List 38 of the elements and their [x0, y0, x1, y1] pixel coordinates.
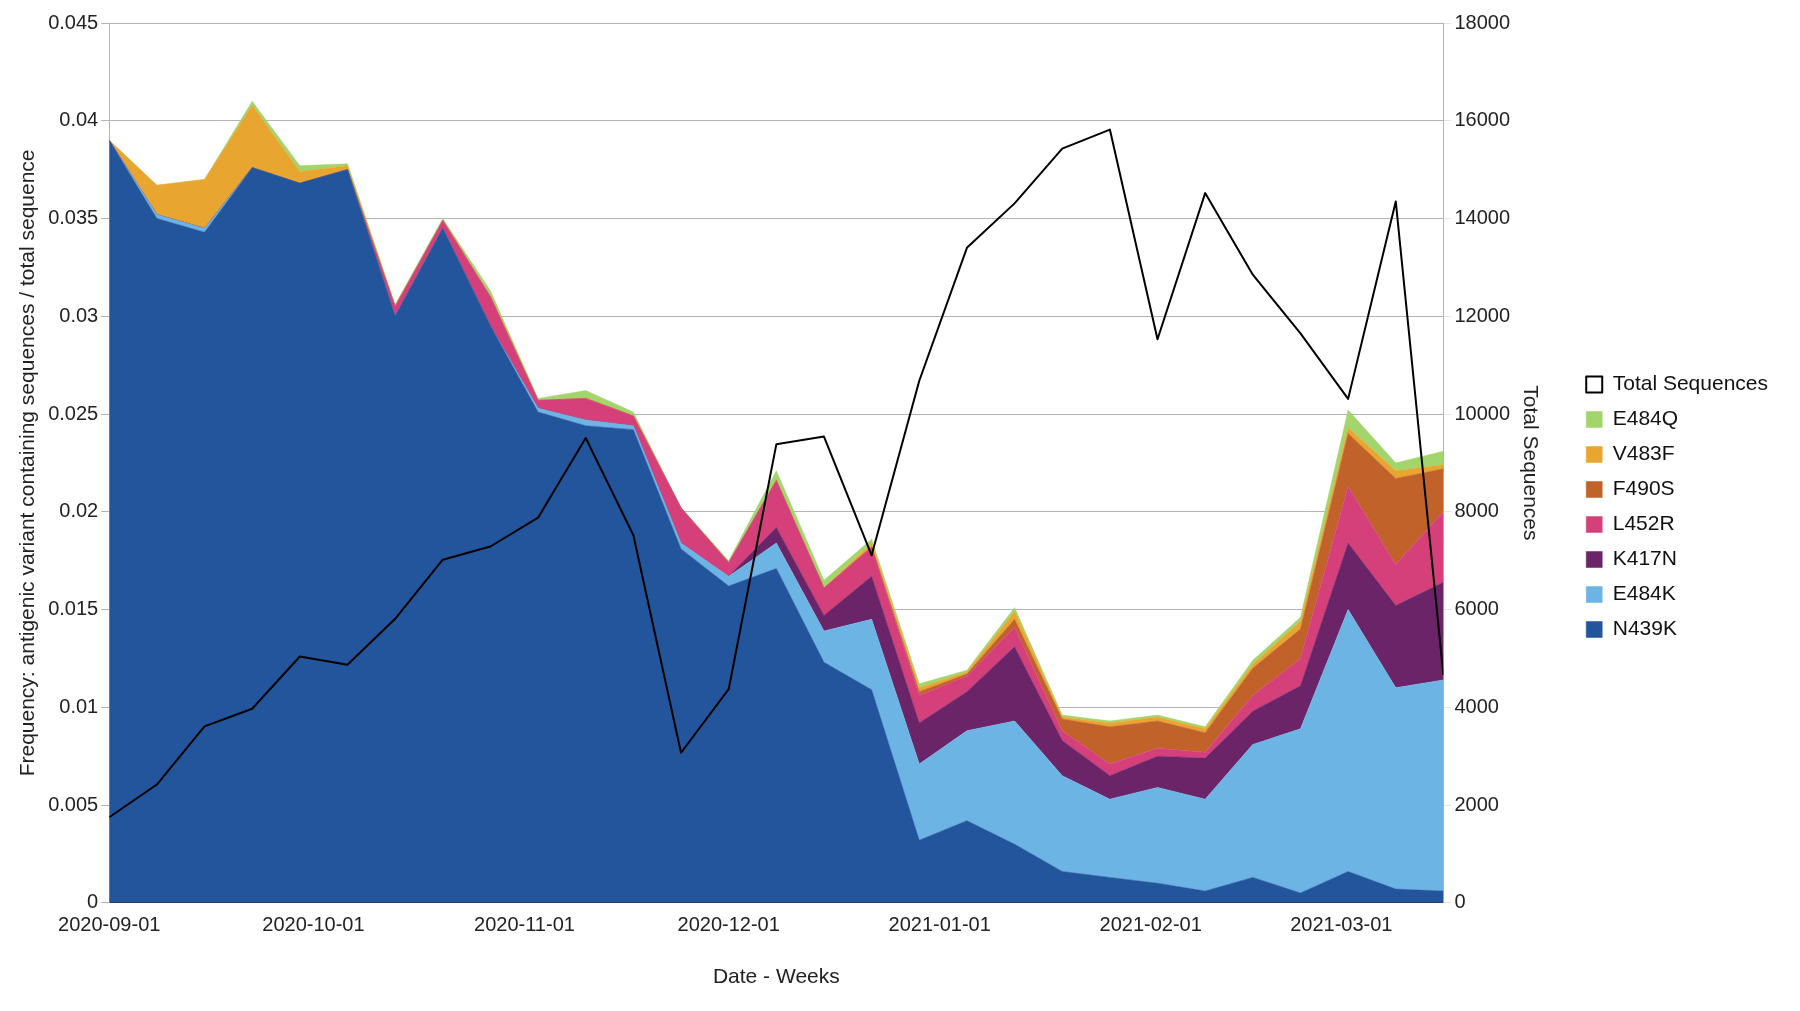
legend-label: V483F: [1612, 441, 1675, 465]
x-tick-label: 2020-09-01: [58, 913, 161, 936]
legend-label: N439K: [1612, 616, 1677, 640]
y-tick-label: 0.02: [59, 499, 99, 522]
y-tick-label: 0: [87, 890, 99, 913]
y-axis-title: Frequency: antigenic variant containing sequences / total sequence: [15, 149, 39, 777]
y-tick-label: 0.015: [48, 597, 99, 620]
legend-label: L452R: [1612, 511, 1675, 535]
y2-tick-label: 16000: [1454, 108, 1511, 131]
y2-tick-label: 10000: [1454, 401, 1511, 424]
x-tick-label: 2021-02-01: [1099, 913, 1202, 936]
legend-label: F490S: [1612, 476, 1675, 500]
legend-label: K417N: [1612, 546, 1677, 570]
y-tick-label: 0.04: [59, 108, 99, 131]
y2-tick-label: 14000: [1454, 206, 1511, 229]
y2-tick-label: 18000: [1454, 10, 1511, 33]
x-tick-label: 2020-10-01: [262, 913, 365, 936]
x-tick-label: 2020-12-01: [677, 913, 780, 936]
x-tick-label: 2021-01-01: [888, 913, 991, 936]
y-tick-label: 0.025: [48, 401, 99, 424]
y2-tick-label: 6000: [1454, 597, 1499, 620]
y-tick-label: 0.01: [59, 694, 99, 717]
y2-tick-label: 8000: [1454, 499, 1499, 522]
y2-tick-label: 4000: [1454, 694, 1499, 717]
legend-label: E484K: [1612, 581, 1676, 605]
legend-label: Total Sequences: [1612, 371, 1769, 395]
x-tick-label: 2021-03-01: [1290, 913, 1393, 936]
y2-tick-label: 12000: [1454, 303, 1511, 326]
y-tick-label: 0.045: [48, 10, 99, 33]
y-tick-label: 0.03: [59, 303, 99, 326]
y2-axis-title: Total Sequences: [1519, 385, 1543, 541]
y-tick-label: 0.005: [48, 792, 99, 815]
x-axis-title: Date - Weeks: [712, 964, 840, 988]
x-tick-label: 2020-11-01: [474, 913, 575, 936]
y2-tick-label: 0: [1454, 890, 1466, 913]
y2-tick-label: 2000: [1454, 792, 1499, 815]
legend-label: E484Q: [1612, 406, 1679, 430]
y-tick-label: 0.035: [48, 206, 99, 229]
